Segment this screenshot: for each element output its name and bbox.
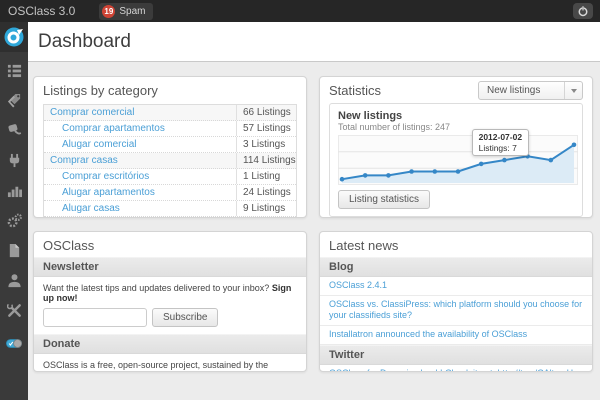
spam-button[interactable]: 19 Spam (99, 2, 154, 20)
category-link[interactable]: Comprar apartamentos (62, 123, 165, 134)
blog-link[interactable]: Installatron announced the availability … (320, 326, 592, 345)
listings-icon (7, 64, 21, 77)
category-link[interactable]: Alugar apartamentos (62, 187, 155, 198)
sidebar-item-plugins[interactable] (6, 152, 22, 168)
dashboard-content: Listings by category Comprar comercial 6… (28, 62, 600, 400)
blog-link[interactable]: OSClass 2.4.1 (320, 277, 592, 296)
panel-title: Statistics (329, 83, 382, 98)
statistics-panel: Statistics New listings New listings Tot… (319, 76, 593, 218)
listing-statistics-button[interactable]: Listing statistics (338, 190, 431, 209)
blog-heading: Blog (320, 257, 592, 277)
category-link[interactable]: Comprar comercial (50, 107, 135, 118)
blog-link[interactable]: OSClass vs. ClassiPress: which platform … (320, 296, 592, 327)
power-icon (578, 6, 588, 17)
panel-title: Listings by category (43, 83, 158, 98)
subscribe-button[interactable]: Subscribe (152, 308, 219, 327)
listings-chart: 2012-07-02 Listings: 7 (338, 129, 578, 185)
osclass-logo-icon (4, 27, 24, 47)
pages-icon (9, 243, 19, 257)
twitter-list: OSClass for Dummies book! Check it out. … (320, 365, 592, 371)
sidebar-item-users[interactable] (6, 272, 22, 288)
newsletter-signup-text: Sign up now! (43, 283, 292, 303)
line-chart (338, 135, 578, 185)
category-row: Comprar casas 114 Listings (44, 153, 296, 169)
sidebar-item-listings[interactable] (6, 62, 22, 78)
listing-count: 3 Listings (236, 137, 296, 152)
appearance-icon (7, 123, 21, 134)
settings-icon (7, 213, 22, 227)
blog-list: OSClass 2.4.1 OSClass vs. ClassiPress: w… (320, 277, 592, 345)
sidebar-item-display-toggle[interactable] (6, 335, 22, 351)
newsletter-email-input[interactable] (43, 308, 147, 327)
listing-count: 24 Listings (236, 185, 296, 200)
sidebar-item-settings[interactable] (6, 212, 22, 228)
chevron-down-icon (564, 82, 582, 99)
category-link[interactable]: Comprar escritórios (62, 171, 150, 182)
listings-by-category-panel: Listings by category Comprar comercial 6… (33, 76, 307, 218)
listing-count: 57 Listings (236, 121, 296, 136)
tooltip-value: Listings: 7 (478, 142, 517, 153)
app-title: OSClass 3.0 (8, 4, 76, 18)
statistics-type-select[interactable]: New listings (478, 81, 583, 100)
categories-icon (7, 93, 20, 108)
tools-icon (6, 303, 21, 317)
osclass-logo[interactable] (0, 22, 28, 52)
page-header: Dashboard (28, 22, 600, 62)
sidebar-item-pages[interactable] (6, 242, 22, 258)
display-toggle-icon (6, 338, 22, 348)
newsletter-heading: Newsletter (34, 257, 306, 277)
newsletter-text: Want the latest tips and updates deliver… (34, 277, 306, 307)
category-row: Comprar escritórios 1 Listing (44, 169, 296, 185)
sidebar-item-tools[interactable] (6, 302, 22, 318)
sidebar-item-appearance[interactable] (6, 122, 22, 138)
listing-count: 66 Listings (236, 105, 296, 120)
category-table: Comprar comercial 66 Listings Comprar ap… (43, 104, 297, 218)
sidebar-item-statistics[interactable] (6, 182, 22, 198)
category-link[interactable]: Alugar casas (62, 203, 120, 214)
panel-title: Latest news (329, 238, 399, 253)
category-row: Alugar casas 9 Listings (44, 201, 296, 217)
category-link[interactable]: Comprar casas (50, 155, 118, 166)
tooltip-date: 2012-07-02 (478, 132, 523, 142)
listing-count: 9 Listings (236, 201, 296, 216)
statistics-total: Total number of listings: 247 (338, 122, 451, 132)
panel-title: OSClass (43, 238, 95, 253)
logout-button[interactable] (573, 3, 593, 19)
statistics-header: Statistics New listings (320, 77, 592, 103)
category-row: Comprar apartamentos 57 Listings (44, 121, 296, 137)
newsletter-text-prefix: Want the latest tips and updates deliver… (43, 283, 270, 293)
listing-count: 114 Listings (236, 153, 296, 168)
newsletter-form: Subscribe (34, 307, 306, 334)
spam-label: Spam (119, 5, 146, 17)
page-title: Dashboard (38, 30, 131, 52)
sidebar-nav (6, 52, 22, 351)
plugins-icon (9, 153, 19, 167)
statistics-icon (7, 186, 22, 197)
category-row: Alugar comercial 3 Listings (44, 137, 296, 153)
spam-count-badge: 19 (102, 4, 116, 18)
listing-count: 24 Listings (236, 217, 296, 218)
osclass-panel: OSClass Newsletter Want the latest tips … (33, 231, 307, 372)
category-row: Alugar rural 24 Listings (44, 217, 296, 218)
donate-heading: Donate (34, 334, 306, 354)
users-icon (7, 273, 21, 287)
category-row: Alugar apartamentos 24 Listings (44, 185, 296, 201)
topbar: OSClass 3.0 19 Spam (0, 0, 600, 22)
donate-text: OSClass is a free, open-source project, … (43, 360, 269, 370)
sidebar-item-categories[interactable] (6, 92, 22, 108)
statistics-box: New listings Total number of listings: 2… (329, 103, 583, 217)
statistics-subtitle: New listings (338, 110, 403, 122)
sidebar (0, 22, 28, 400)
chart-tooltip: 2012-07-02 Listings: 7 (471, 129, 530, 157)
category-row: Comprar comercial 66 Listings (44, 105, 296, 121)
category-link[interactable]: Alugar comercial (62, 139, 137, 150)
twitter-link[interactable]: OSClass for Dummies book! Check it out. … (320, 365, 592, 371)
twitter-heading: Twitter (320, 344, 592, 365)
listing-count: 1 Listing (236, 169, 296, 184)
statistics-type-value: New listings (487, 85, 541, 96)
latest-news-panel: Latest news Blog OSClass 2.4.1 OSClass v… (319, 231, 593, 372)
